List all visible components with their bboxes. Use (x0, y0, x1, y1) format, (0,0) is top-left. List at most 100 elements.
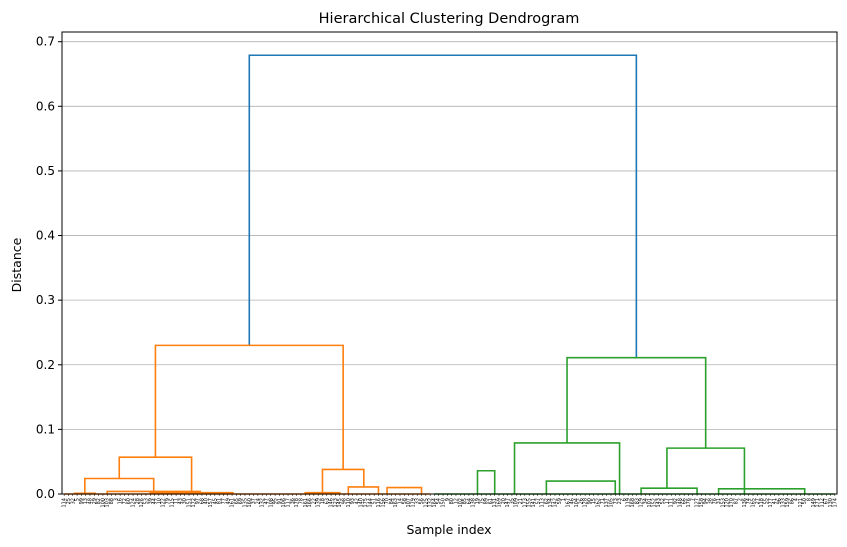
leaf-label: 149 (811, 498, 817, 508)
leaf-label: 40 (204, 498, 210, 504)
leaf-label: 83 (634, 498, 640, 504)
leaf-label: 118 (759, 498, 765, 508)
leaf-label: 126 (139, 498, 145, 508)
dendrogram-link (149, 491, 234, 494)
leaf-label: 162 (596, 498, 602, 508)
leaf-label: 132 (428, 498, 434, 508)
leaf-label: 112 (819, 498, 825, 508)
leaf-label: 106 (281, 498, 287, 508)
leaf-label: 69 (238, 498, 244, 504)
leaf-label: 120 (725, 498, 731, 508)
leaf-label: 42 (354, 498, 360, 504)
leaf-label: 134 (548, 498, 554, 508)
dendrogram-links (64, 54, 835, 495)
leaf-label: 44 (152, 498, 158, 504)
leaf-label: 50 (802, 498, 808, 504)
dendrogram-link (666, 447, 746, 494)
leaf-label: 4 (794, 498, 800, 501)
leaf-label: 159 (785, 498, 791, 508)
leaf-label: 30 (182, 498, 188, 504)
leaf-label: 85 (462, 498, 468, 504)
leaf-label: 135 (242, 498, 248, 508)
leaf-label: 72 (122, 498, 128, 504)
leaf-label: 97 (195, 498, 201, 504)
leaf-label: 39 (148, 498, 154, 504)
leaf-label: 92 (673, 498, 679, 504)
leaf-label: 35 (509, 498, 515, 504)
leaf-label: 102 (458, 498, 464, 508)
leaf-label: 68 (199, 498, 205, 504)
y-tick-label: 0.1 (36, 422, 55, 436)
leaf-label: 130 (828, 498, 834, 508)
y-axis-label: Distance (9, 237, 24, 292)
leaf-label: 115 (169, 498, 175, 508)
y-tick-label: 0.0 (36, 487, 55, 501)
leaf-label: 54 (436, 498, 442, 504)
leaf-label: 148 (677, 498, 683, 508)
leaf-label: 164 (432, 498, 438, 508)
leaf-label: 174 (832, 498, 838, 508)
leaf-label: 166 (307, 498, 313, 508)
y-tick-label: 0.3 (36, 293, 55, 307)
leaf-label: 109 (514, 498, 520, 508)
leaf-label: 125 (423, 498, 429, 508)
leaf-label: 179 (410, 498, 416, 508)
leaf-label: 16 (118, 498, 124, 504)
leaf-label: 75 (479, 498, 485, 504)
leaf-label: 10 (156, 498, 162, 504)
y-tick-label: 0.6 (36, 99, 55, 113)
y-tick-label: 0.7 (36, 35, 55, 49)
leaf-label: 3 (113, 498, 119, 501)
leaf-label: 20 (501, 498, 507, 504)
dendrogram-link (717, 488, 806, 494)
dendrogram-link (154, 344, 344, 470)
leaf-label: 31 (716, 498, 722, 504)
leaf-label: 8 (807, 498, 813, 501)
leaf-label: 165 (751, 498, 757, 508)
leaf-label: 80 (449, 498, 455, 504)
dendrogram-link (118, 456, 193, 493)
leaf-label: 78 (298, 498, 304, 504)
leaf-label: 12 (453, 498, 459, 504)
leaf-label: 122 (161, 498, 167, 508)
leaf-label: 22 (311, 498, 317, 504)
leaf-label: 63 (324, 498, 330, 504)
dendrogram-link (248, 54, 638, 358)
leaf-label: 94 (703, 498, 709, 504)
leaf-label: 152 (652, 498, 658, 508)
leaf-label: 145 (337, 498, 343, 508)
leaf-label: 67 (824, 498, 830, 504)
leaf-label: 107 (406, 498, 412, 508)
leaf-label: 23 (617, 498, 623, 504)
leaf-label: 25 (66, 498, 72, 504)
leaf-label: 49 (225, 498, 231, 504)
leaf-label: 175 (363, 498, 369, 508)
y-tick-label: 0.5 (36, 164, 55, 178)
leaf-label: 131 (492, 498, 498, 508)
chart-title: Hierarchical Clustering Dendrogram (319, 11, 580, 27)
y-axis-ticks: 0.0 0.1 0.2 0.3 0.4 0.5 0.6 0.7 (36, 35, 62, 501)
leaf-label: 59 (557, 498, 563, 504)
leaf-label: 101 (647, 498, 653, 508)
leaf-label: 76 (712, 498, 718, 504)
leaf-label: 57 (535, 498, 541, 504)
leaf-label: 163 (393, 498, 399, 508)
leaf-label: 136 (742, 498, 748, 508)
leaf-label: 153 (720, 498, 726, 508)
dendrogram-link (304, 491, 341, 494)
leaf-label: 60 (126, 498, 132, 504)
leaf-label: 5 (75, 498, 81, 501)
leaf-label: 98 (342, 498, 348, 504)
leaf-label: 71 (600, 498, 606, 504)
leaf-label: 26 (578, 498, 584, 504)
leaf-label: 123 (333, 498, 339, 508)
leaf-label: 151 (187, 498, 193, 508)
leaf-label: 43 (178, 498, 184, 504)
y-tick-label: 0.2 (36, 358, 55, 372)
leaf-label: 62 (544, 498, 550, 504)
leaf-label: 29 (92, 498, 98, 504)
leaf-label: 119 (626, 498, 632, 508)
leaf-label: 11 (174, 498, 180, 504)
leaf-label: 171 (815, 498, 821, 508)
